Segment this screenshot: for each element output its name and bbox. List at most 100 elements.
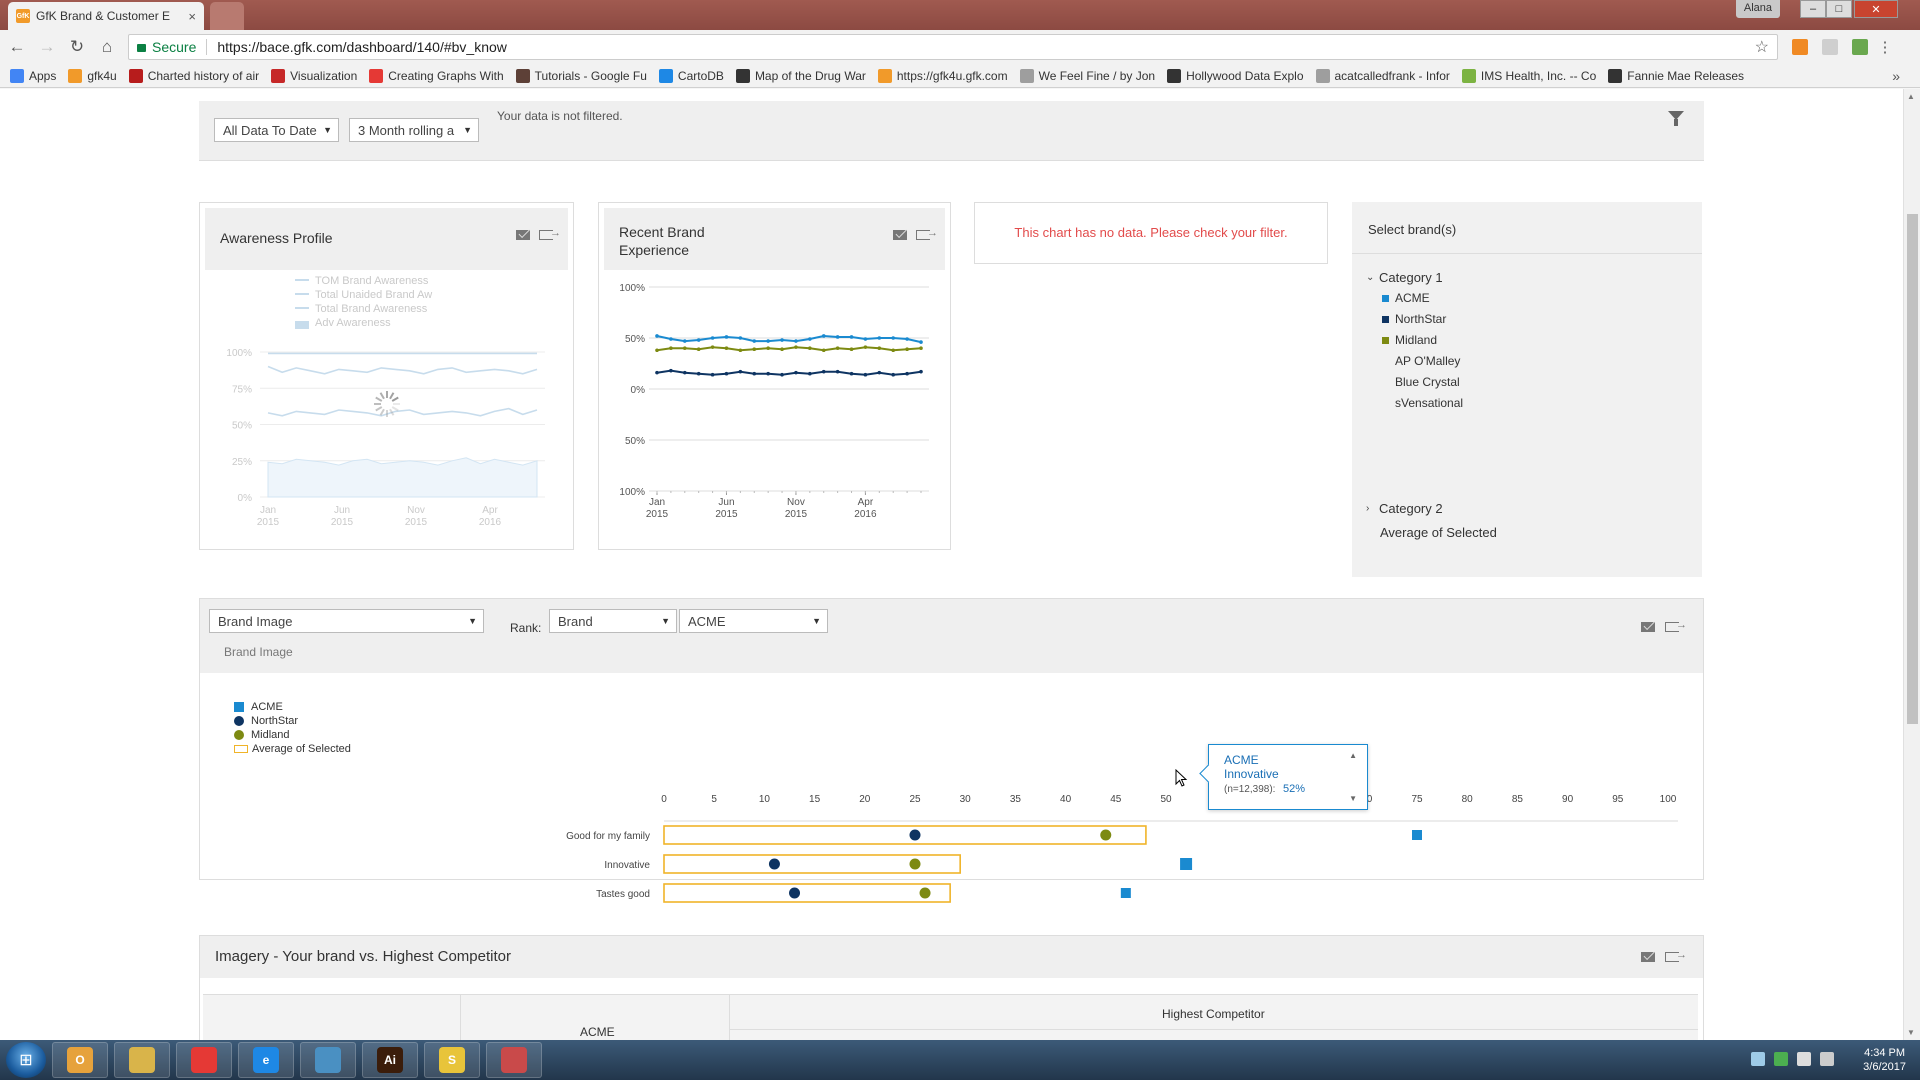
category-2-toggle[interactable]: › Category 2: [1366, 501, 1443, 516]
data-point[interactable]: [835, 346, 840, 350]
data-point[interactable]: [724, 371, 729, 376]
filter-funnel-icon[interactable]: [1668, 111, 1684, 126]
data-point[interactable]: [849, 335, 854, 339]
bookmark-item[interactable]: IMS Health, Inc. -- Co: [1461, 68, 1596, 83]
data-point[interactable]: [752, 371, 757, 376]
brand-option[interactable]: Midland: [1382, 333, 1437, 347]
data-point[interactable]: [655, 334, 659, 338]
data-point[interactable]: [849, 371, 854, 376]
data-point[interactable]: [821, 348, 826, 353]
rank-by-dropdown[interactable]: Brand ▼: [549, 609, 677, 633]
data-point[interactable]: [863, 372, 868, 377]
data-point[interactable]: [808, 337, 812, 341]
brand-option[interactable]: ACME: [1382, 291, 1430, 305]
close-tab-icon[interactable]: ×: [188, 8, 196, 24]
tray-arrow-icon[interactable]: [1751, 1052, 1765, 1066]
back-arrow-icon[interactable]: ←: [8, 37, 26, 56]
bookmark-item[interactable]: gfk4u: [68, 68, 117, 83]
category-1-toggle[interactable]: ⌄ Category 1: [1366, 270, 1443, 285]
taskbar-ie-button[interactable]: e: [238, 1042, 294, 1078]
midland-marker[interactable]: [1100, 829, 1112, 841]
extension-rss-icon[interactable]: [1792, 39, 1808, 55]
data-point[interactable]: [821, 334, 826, 338]
data-point[interactable]: [905, 347, 909, 352]
bookmark-item[interactable]: Creating Graphs With: [369, 68, 504, 83]
data-point[interactable]: [877, 336, 882, 340]
metric-dropdown[interactable]: Brand Image ▼: [209, 609, 484, 633]
bookmark-item[interactable]: Apps: [10, 68, 56, 83]
system-clock[interactable]: 4:34 PM 3/6/2017: [1863, 1046, 1906, 1074]
average-bar[interactable]: [663, 854, 961, 874]
taskbar-network-button[interactable]: [300, 1042, 356, 1078]
data-point[interactable]: [905, 371, 909, 376]
data-point[interactable]: [738, 369, 743, 374]
taskbar-explorer-button[interactable]: [114, 1042, 170, 1078]
export-icon[interactable]: [916, 227, 938, 240]
home-icon[interactable]: ⌂: [101, 37, 113, 56]
data-point[interactable]: [877, 346, 882, 350]
midland-marker[interactable]: [909, 858, 921, 870]
data-point[interactable]: [919, 340, 923, 344]
page-scrollbar[interactable]: ▲ ▼: [1903, 89, 1920, 1040]
network-icon[interactable]: [1820, 1052, 1834, 1066]
tooltip-scroll-up-icon[interactable]: ▲: [1349, 751, 1357, 760]
reload-icon[interactable]: ↻: [69, 37, 85, 56]
data-point[interactable]: [682, 339, 687, 343]
data-point[interactable]: [849, 347, 854, 352]
address-bar[interactable]: Secure https://bace.gfk.com/dashboard/14…: [128, 34, 1778, 60]
export-icon[interactable]: [539, 227, 561, 240]
scrollbar-thumb[interactable]: [1907, 214, 1918, 724]
data-point[interactable]: [863, 345, 868, 349]
brand-option[interactable]: NorthStar: [1382, 312, 1446, 326]
average-of-selected-option[interactable]: Average of Selected: [1380, 525, 1497, 540]
data-point[interactable]: [696, 347, 701, 352]
midland-marker[interactable]: [919, 887, 931, 899]
bookmark-item[interactable]: Hollywood Data Explo: [1167, 68, 1304, 83]
acme-marker[interactable]: [1180, 858, 1193, 870]
data-point[interactable]: [794, 339, 798, 343]
export-icon[interactable]: [1665, 949, 1687, 962]
taskbar-outlook-button[interactable]: O: [52, 1042, 108, 1078]
acme-marker[interactable]: [1412, 830, 1422, 840]
data-point[interactable]: [710, 372, 715, 377]
northstar-marker[interactable]: [909, 829, 921, 841]
data-point[interactable]: [808, 371, 812, 376]
scroll-down-icon[interactable]: ▼: [1907, 1028, 1915, 1037]
acme-marker[interactable]: [1120, 888, 1131, 898]
data-point[interactable]: [780, 338, 784, 342]
data-point[interactable]: [669, 368, 673, 373]
data-point[interactable]: [655, 370, 659, 375]
legend-item[interactable]: Average of Selected: [234, 743, 351, 755]
taskbar-snipping-button[interactable]: [486, 1042, 542, 1078]
data-point[interactable]: [891, 348, 896, 353]
taskbar-illustrator-button[interactable]: Ai: [362, 1042, 418, 1078]
brand-dropdown[interactable]: ACME ▼: [679, 609, 828, 633]
data-point[interactable]: [835, 369, 840, 374]
date-range-dropdown[interactable]: All Data To Date ▼: [214, 118, 339, 142]
extension-grey-icon[interactable]: [1822, 39, 1838, 55]
export-icon[interactable]: [1665, 619, 1687, 632]
data-point[interactable]: [919, 346, 923, 350]
data-point[interactable]: [669, 337, 673, 341]
bookmark-item[interactable]: Fannie Mae Releases: [1608, 68, 1744, 83]
browser-menu-icon[interactable]: ⋮: [1877, 39, 1893, 56]
data-point[interactable]: [905, 337, 909, 341]
email-icon[interactable]: [1641, 952, 1655, 962]
bookmark-item[interactable]: We Feel Fine / by Jon: [1019, 68, 1155, 83]
legend-item[interactable]: NorthStar: [234, 715, 298, 727]
data-point[interactable]: [794, 370, 798, 375]
new-tab-button[interactable]: [210, 2, 244, 30]
data-point[interactable]: [891, 372, 896, 377]
data-point[interactable]: [738, 348, 743, 353]
brand-option[interactable]: AP O'Malley: [1382, 354, 1460, 368]
email-icon[interactable]: [1641, 622, 1655, 632]
minimize-button[interactable]: –: [1800, 0, 1826, 18]
forward-arrow-icon[interactable]: →: [38, 37, 56, 56]
data-point[interactable]: [780, 372, 784, 377]
maximize-button[interactable]: □: [1826, 0, 1852, 18]
legend-item[interactable]: Midland: [234, 729, 290, 741]
data-point[interactable]: [710, 345, 715, 349]
northstar-marker[interactable]: [789, 887, 801, 899]
data-point[interactable]: [752, 339, 757, 343]
brand-option[interactable]: Blue Crystal: [1382, 375, 1460, 389]
